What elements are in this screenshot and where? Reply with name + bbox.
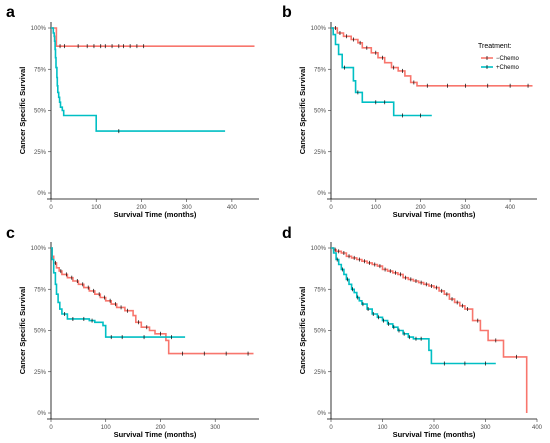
x-tick-label: 0 — [329, 205, 333, 211]
y-axis-label: Cancer Specific Survival — [18, 67, 27, 155]
survival-curve-minus-chemo — [51, 247, 254, 355]
survival-curve-plus-chemo — [331, 27, 432, 117]
panel-d: d 0% 25% 50% 75% 100% 0 100 200 300 400 Survival Ti… — [282, 225, 543, 439]
x-axis-label: Survival Time (months) — [114, 430, 197, 439]
x-tick-label: 200 — [155, 425, 166, 431]
legend-item-label: −Chemo — [496, 56, 520, 62]
x-tick-label: 100 — [371, 205, 382, 211]
x-tick-label: 0 — [329, 425, 333, 431]
y-axis-label: Cancer Specific Survival — [18, 287, 27, 375]
x-tick-label: 100 — [377, 425, 388, 431]
x-tick-label: 200 — [416, 205, 427, 211]
y-tick-label: 100% — [31, 26, 47, 32]
y-tick-label: 0% — [37, 191, 46, 197]
y-tick-label: 75% — [314, 67, 327, 73]
x-tick-label: 300 — [182, 205, 193, 211]
panel-label: d — [282, 225, 292, 242]
y-tick-label: 75% — [34, 67, 47, 73]
legend-item-label: +Chemo — [496, 65, 520, 71]
panel-label: b — [282, 4, 292, 21]
x-tick-label: 200 — [136, 205, 147, 211]
y-tick-label: 100% — [311, 246, 327, 252]
y-tick-label: 100% — [311, 26, 327, 32]
y-tick-label: 75% — [34, 287, 47, 293]
y-tick-label: 25% — [34, 370, 47, 376]
panel-a: a 0% 25% 50% 75% 100% 0 100 200 300 400 Survival Ti… — [6, 4, 259, 219]
panel-label: a — [6, 4, 15, 21]
survival-curve-minus-chemo — [51, 27, 255, 47]
y-tick-label: 25% — [314, 150, 327, 156]
y-axis-label: Cancer Specific Survival — [298, 67, 307, 155]
survival-curve-minus-chemo — [331, 27, 533, 87]
y-tick-label: 0% — [317, 191, 326, 197]
legend: Treatment: −Chemo +Chemo — [478, 43, 520, 71]
legend-title: Treatment: — [478, 43, 512, 50]
x-tick-label: 200 — [429, 425, 440, 431]
x-tick-label: 300 — [480, 425, 491, 431]
survival-curve-minus-chemo — [331, 247, 528, 413]
y-tick-label: 0% — [317, 411, 326, 417]
x-tick-label: 400 — [532, 425, 543, 431]
x-axis-label: Survival Time (months) — [393, 430, 476, 439]
y-tick-label: 0% — [37, 411, 46, 417]
y-tick-label: 75% — [314, 287, 327, 293]
x-tick-label: 100 — [91, 205, 102, 211]
y-tick-label: 50% — [314, 109, 327, 115]
x-tick-label: 0 — [49, 205, 53, 211]
y-tick-label: 25% — [34, 150, 47, 156]
x-tick-label: 400 — [227, 205, 238, 211]
survival-curve-plus-chemo — [331, 247, 496, 365]
y-tick-label: 25% — [314, 370, 327, 376]
y-tick-label: 50% — [34, 329, 47, 335]
x-tick-label: 300 — [210, 425, 221, 431]
y-tick-label: 50% — [34, 109, 47, 115]
panel-b: b 0% 25% 50% 75% 100% 0 100 200 300 400 Survival Ti… — [282, 4, 537, 219]
survival-curve-plus-chemo — [51, 247, 186, 338]
y-tick-label: 50% — [314, 329, 327, 335]
x-tick-label: 100 — [101, 425, 112, 431]
x-axis-label: Survival Time (months) — [114, 210, 197, 219]
survival-curve-plus-chemo — [51, 27, 226, 132]
y-tick-label: 100% — [31, 246, 47, 252]
y-axis-label: Cancer Specific Survival — [298, 287, 307, 375]
panel-label: c — [6, 225, 15, 242]
x-tick-label: 300 — [460, 205, 471, 211]
x-tick-label: 400 — [505, 205, 516, 211]
x-axis-label: Survival Time (months) — [393, 210, 476, 219]
panel-c: c 0% 25% 50% 75% 100% 0 100 200 300 Survival Time … — [6, 225, 259, 439]
x-tick-label: 0 — [49, 425, 53, 431]
